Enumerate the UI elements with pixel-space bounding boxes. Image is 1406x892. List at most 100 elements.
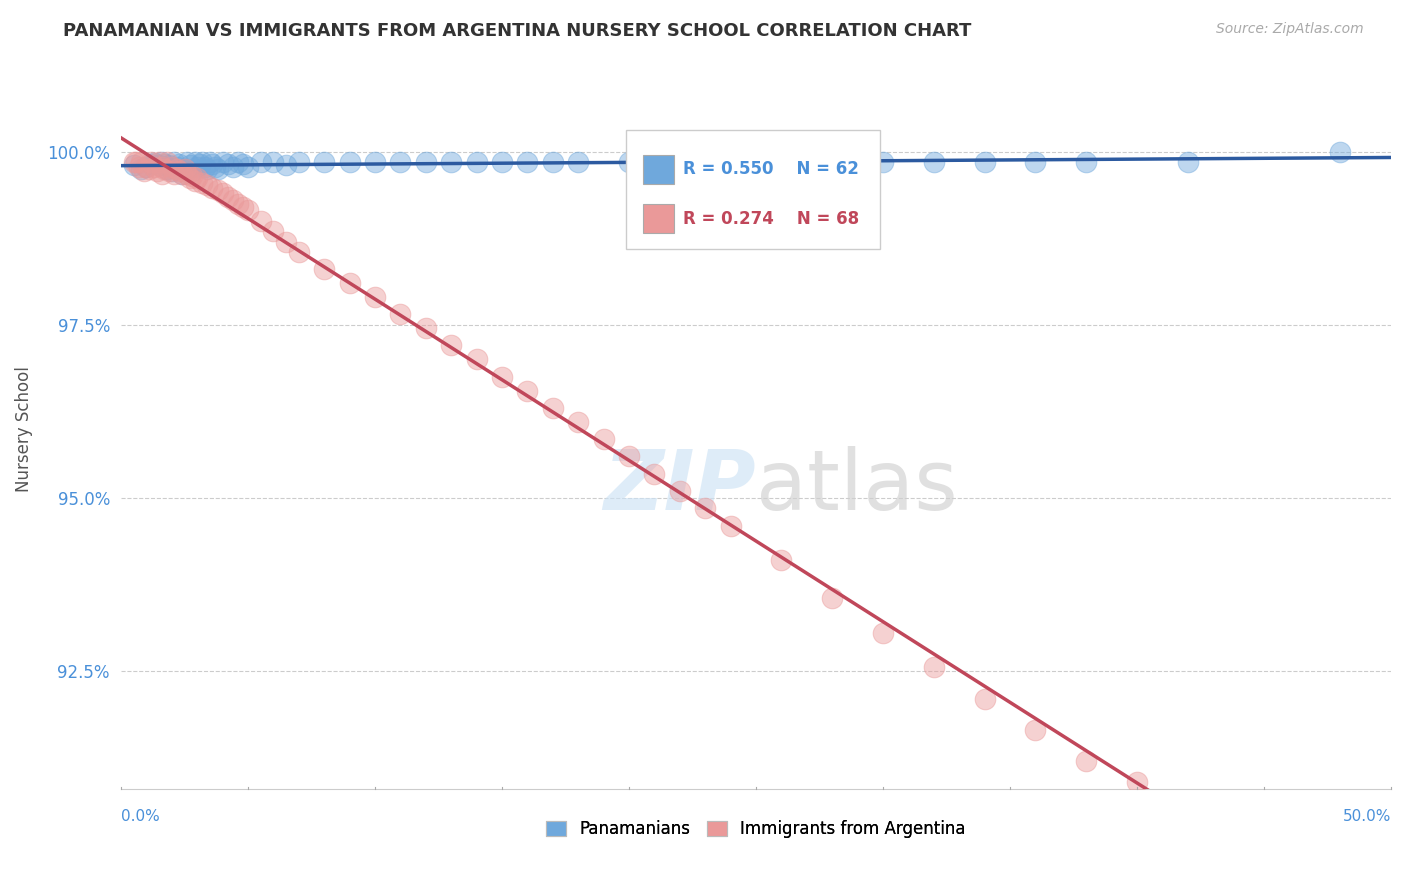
Point [770, 553, 793, 567]
Point [217, 189, 239, 203]
Point [1076, 754, 1098, 768]
Point [288, 155, 311, 169]
Point [191, 155, 214, 169]
Point [249, 214, 271, 228]
Point [288, 245, 311, 260]
Point [491, 155, 513, 169]
Point [131, 155, 153, 169]
Point [465, 352, 488, 367]
Point [720, 518, 742, 533]
Point [389, 307, 412, 321]
Point [122, 155, 145, 169]
Point [183, 155, 205, 169]
Point [153, 161, 176, 176]
Point [339, 155, 361, 169]
Point [1126, 774, 1149, 789]
Point [160, 160, 183, 174]
Point [821, 591, 844, 606]
Point [122, 158, 145, 172]
Point [236, 160, 259, 174]
Point [262, 155, 284, 169]
Point [668, 483, 690, 498]
Text: ZIP: ZIP [603, 446, 756, 526]
Text: R = 0.550    N = 62: R = 0.550 N = 62 [683, 161, 859, 178]
Point [973, 691, 995, 706]
Point [191, 176, 214, 190]
Point [153, 157, 176, 171]
Point [148, 155, 170, 169]
Point [131, 161, 153, 176]
Point [170, 167, 193, 181]
Point [135, 160, 157, 174]
Point [150, 155, 173, 169]
Point [150, 167, 173, 181]
Point [125, 155, 148, 169]
Point [176, 167, 198, 181]
Point [973, 155, 995, 169]
Point [491, 369, 513, 384]
Point [176, 155, 198, 169]
Text: PANAMANIAN VS IMMIGRANTS FROM ARGENTINA NURSERY SCHOOL CORRELATION CHART: PANAMANIAN VS IMMIGRANTS FROM ARGENTINA … [63, 22, 972, 40]
Point [274, 235, 297, 249]
Point [211, 155, 233, 169]
Point [1024, 155, 1046, 169]
Point [821, 155, 844, 169]
Point [720, 155, 742, 169]
Point [440, 155, 463, 169]
Point [207, 161, 229, 176]
Point [364, 155, 387, 169]
Point [181, 164, 204, 178]
Point [194, 160, 217, 174]
Point [465, 155, 488, 169]
Point [160, 164, 183, 178]
Point [181, 169, 204, 183]
Point [222, 160, 245, 174]
Point [128, 160, 150, 174]
Point [166, 161, 188, 176]
Point [314, 262, 336, 277]
Point [156, 161, 179, 176]
Point [169, 164, 191, 178]
Point [201, 180, 224, 194]
Point [541, 155, 564, 169]
Point [173, 161, 195, 176]
Point [872, 155, 894, 169]
Text: 0.0%: 0.0% [121, 809, 160, 824]
Point [415, 155, 437, 169]
Text: Source: ZipAtlas.com: Source: ZipAtlas.com [1216, 22, 1364, 37]
Point [188, 157, 211, 171]
Point [617, 155, 640, 169]
Point [1329, 145, 1351, 159]
Point [541, 401, 564, 415]
Point [148, 158, 170, 172]
Point [364, 290, 387, 304]
Point [211, 186, 233, 201]
Point [592, 432, 614, 446]
Legend: Panamanians, Immigrants from Argentina: Panamanians, Immigrants from Argentina [540, 814, 973, 845]
Point [314, 155, 336, 169]
Point [1227, 823, 1250, 838]
Point [195, 161, 218, 176]
Point [232, 157, 254, 171]
Point [668, 155, 690, 169]
Point [169, 157, 191, 171]
Point [516, 384, 538, 398]
Point [415, 321, 437, 335]
Point [262, 224, 284, 238]
Point [157, 164, 180, 178]
Point [226, 196, 249, 211]
Point [440, 338, 463, 352]
Point [173, 161, 195, 176]
Text: atlas: atlas [756, 446, 957, 526]
Point [170, 167, 193, 181]
Point [201, 157, 224, 171]
Point [922, 155, 945, 169]
Point [179, 158, 201, 172]
Point [163, 167, 186, 181]
Point [179, 170, 201, 185]
Point [135, 160, 157, 174]
Point [141, 157, 163, 171]
Point [166, 160, 188, 174]
Point [1076, 155, 1098, 169]
Point [567, 155, 589, 169]
